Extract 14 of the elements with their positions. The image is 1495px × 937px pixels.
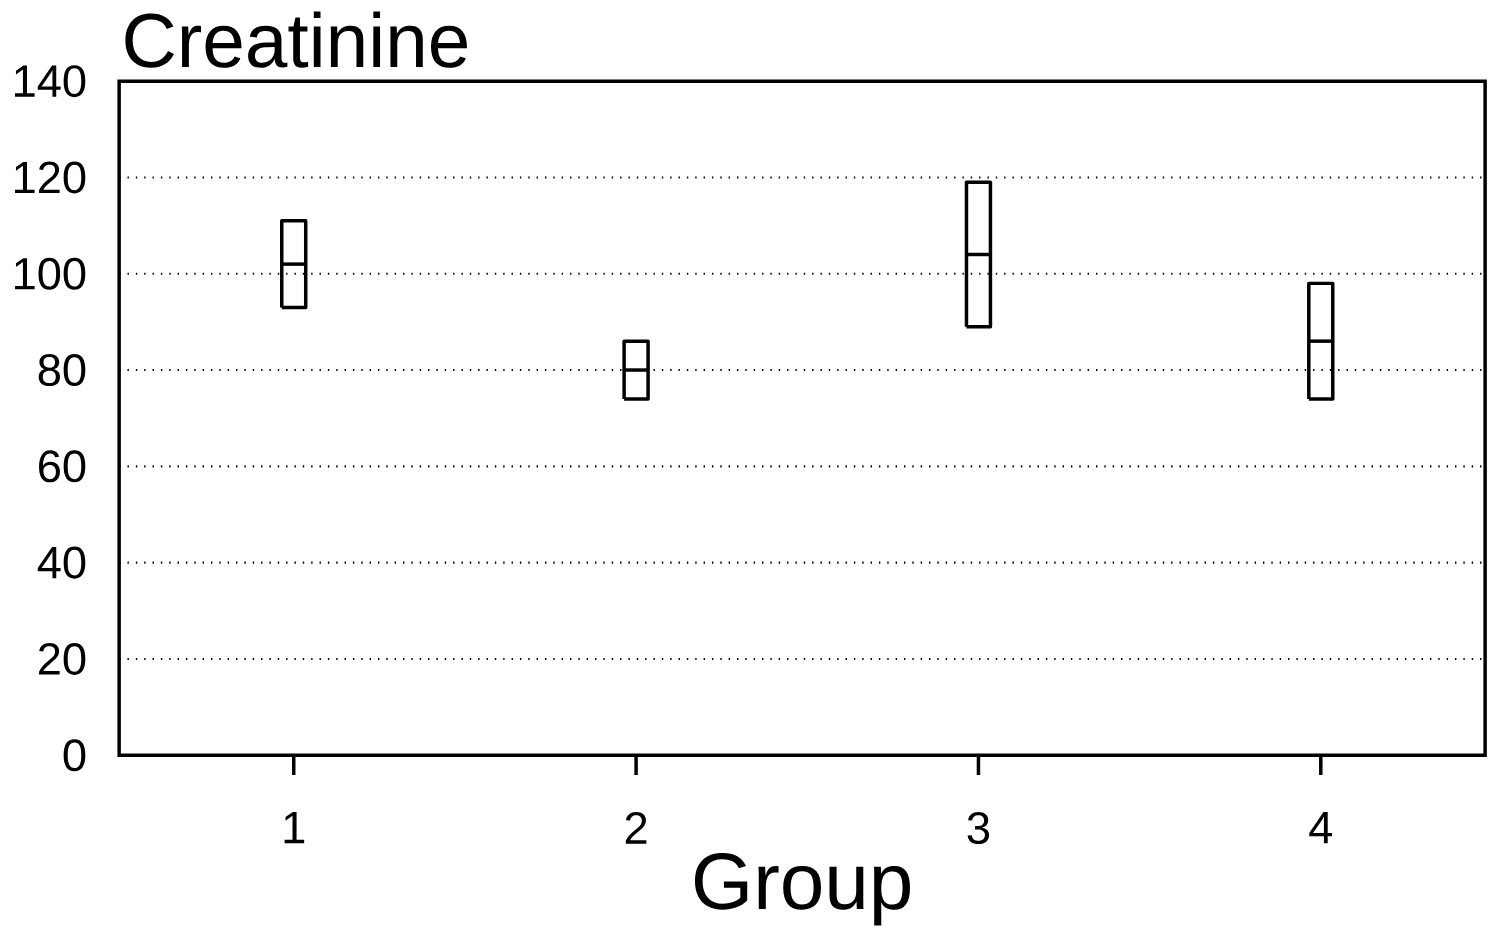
y-tick-label: 0 [63,739,86,772]
x-tick-label: 1 [284,811,305,844]
y-tick-label: 120 [15,161,86,194]
y-tick-label: 20 [39,642,86,675]
y-tick-label: 140 [15,65,86,98]
x-axis-title: Group [694,853,910,926]
x-tick-label: 2 [625,811,647,844]
x-tick-label: 4 [1309,811,1333,844]
y-tick-label: 80 [38,353,86,386]
chart-title: Creatinine [125,11,467,68]
x-tick-label: 3 [967,811,990,844]
y-tick-label: 40 [37,546,86,579]
y-tick-label: 60 [39,450,86,483]
y-tick-label: 100 [15,257,86,290]
